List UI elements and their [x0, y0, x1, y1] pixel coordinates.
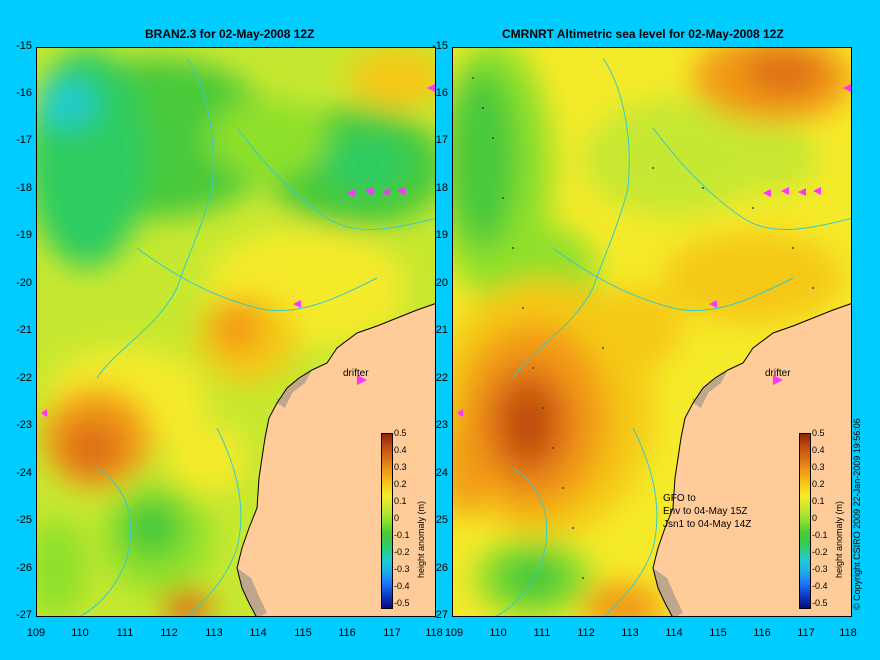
- y-tick: -19: [16, 229, 32, 241]
- colorbar-tick: 0.5: [394, 428, 407, 438]
- x-tick: 113: [621, 627, 639, 639]
- right-map: [453, 48, 851, 616]
- colorbar-tick: 0.2: [394, 479, 407, 489]
- right-panel-title: CMRNRT Altimetric sea level for 02-May-2…: [502, 27, 784, 41]
- colorbar-tick: 0.2: [812, 479, 825, 489]
- colorbar-tick: 0.4: [394, 445, 407, 455]
- y-tick: -19: [432, 229, 448, 241]
- colorbar-tick: 0.1: [812, 496, 825, 506]
- y-tick: -18: [432, 182, 448, 194]
- left-colorbar: [381, 433, 393, 609]
- y-tick: -24: [16, 467, 32, 479]
- track-legend-jsn1: Jsn1 to 04-May 14Z: [663, 519, 752, 530]
- left-drifter-label: drifter: [343, 368, 369, 379]
- colorbar-tick: -0.5: [394, 598, 410, 608]
- right-height-field: [453, 48, 851, 616]
- y-tick: -17: [432, 134, 448, 146]
- right-track-points: [472, 77, 814, 579]
- colorbar-tick: 0.1: [394, 496, 407, 506]
- left-map: [37, 48, 435, 616]
- left-panel-title: BRAN2.3 for 02-May-2008 12Z: [145, 27, 315, 41]
- colorbar-tick: 0.3: [394, 462, 407, 472]
- y-tick: -26: [16, 562, 32, 574]
- x-tick: 113: [205, 627, 223, 639]
- colorbar-tick: 0.5: [812, 428, 825, 438]
- colorbar-tick: -0.1: [812, 530, 828, 540]
- y-tick: -25: [16, 514, 32, 526]
- y-tick: -21: [432, 324, 448, 336]
- y-tick: -21: [16, 324, 32, 336]
- right-shelf: [653, 370, 728, 616]
- y-tick: -22: [16, 372, 32, 384]
- x-tick: 112: [160, 627, 178, 639]
- x-tick: 111: [533, 627, 551, 639]
- x-tick: 114: [249, 627, 267, 639]
- right-drifter-arrows: [457, 84, 851, 417]
- right-coastline: [652, 303, 851, 616]
- colorbar-tick: 0.4: [812, 445, 825, 455]
- y-tick: -20: [16, 277, 32, 289]
- y-tick: -16: [432, 87, 448, 99]
- left-drifter-arrows: [41, 84, 435, 417]
- x-tick: 110: [71, 627, 89, 639]
- x-tick: 110: [489, 627, 507, 639]
- y-tick: -16: [16, 87, 32, 99]
- right-map-panel: drifter GFO to Env to 04-May 15Z Jsn1 to…: [452, 47, 852, 617]
- colorbar-tick: -0.4: [394, 581, 410, 591]
- y-tick: -27: [16, 609, 32, 621]
- left-height-field: [37, 48, 435, 616]
- colorbar-tick: -0.3: [812, 564, 828, 574]
- colorbar-tick: 0.3: [812, 462, 825, 472]
- y-tick: -23: [432, 419, 448, 431]
- y-tick: -20: [432, 277, 448, 289]
- y-tick: -15: [432, 40, 448, 52]
- x-tick: 116: [338, 627, 356, 639]
- x-tick: 115: [294, 627, 312, 639]
- colorbar-tick: -0.2: [394, 547, 410, 557]
- y-tick: -15: [16, 40, 32, 52]
- track-legend-env: Env to 04-May 15Z: [663, 506, 748, 517]
- right-colorbar: [799, 433, 811, 609]
- x-tick: 111: [116, 627, 134, 639]
- x-tick: 109: [444, 627, 464, 639]
- y-tick: -24: [432, 467, 448, 479]
- x-tick: 117: [383, 627, 401, 639]
- y-tick: -23: [16, 419, 32, 431]
- colorbar-tick: -0.3: [394, 564, 410, 574]
- left-coastline: [236, 303, 435, 616]
- x-tick: 114: [665, 627, 683, 639]
- colorbar-tick: -0.5: [812, 598, 828, 608]
- left-shelf: [237, 370, 312, 616]
- x-tick: 115: [709, 627, 727, 639]
- colorbar-tick: -0.2: [812, 547, 828, 557]
- x-tick: 117: [797, 627, 815, 639]
- y-tick: -26: [432, 562, 448, 574]
- y-tick: -27: [432, 609, 448, 621]
- x-tick: 118: [425, 627, 443, 639]
- y-tick: -25: [432, 514, 448, 526]
- colorbar-tick: -0.4: [812, 581, 828, 591]
- y-tick: -22: [432, 372, 448, 384]
- track-legend-gfo: GFO to: [663, 493, 696, 504]
- colorbar-tick: 0: [394, 513, 400, 523]
- y-tick: -17: [16, 134, 32, 146]
- copyright-note: © Copyright CSIRO 2009 22-Jan-2009 19:56…: [852, 418, 862, 610]
- colorbar-title: height anomaly (m): [834, 500, 844, 578]
- colorbar-tick: 0: [812, 513, 818, 523]
- left-map-panel: drifter 0.5 0.4 0.3 0.2 0.1 0 -0.1 -0.2 …: [36, 47, 436, 617]
- colorbar-tick: -0.1: [394, 530, 410, 540]
- y-tick: -18: [16, 182, 32, 194]
- x-tick: 109: [26, 627, 46, 639]
- colorbar-title: height anomaly (m): [416, 500, 426, 578]
- right-drifter-label: drifter: [765, 368, 791, 379]
- x-tick: 118: [839, 627, 857, 639]
- x-tick: 116: [753, 627, 771, 639]
- x-tick: 112: [577, 627, 595, 639]
